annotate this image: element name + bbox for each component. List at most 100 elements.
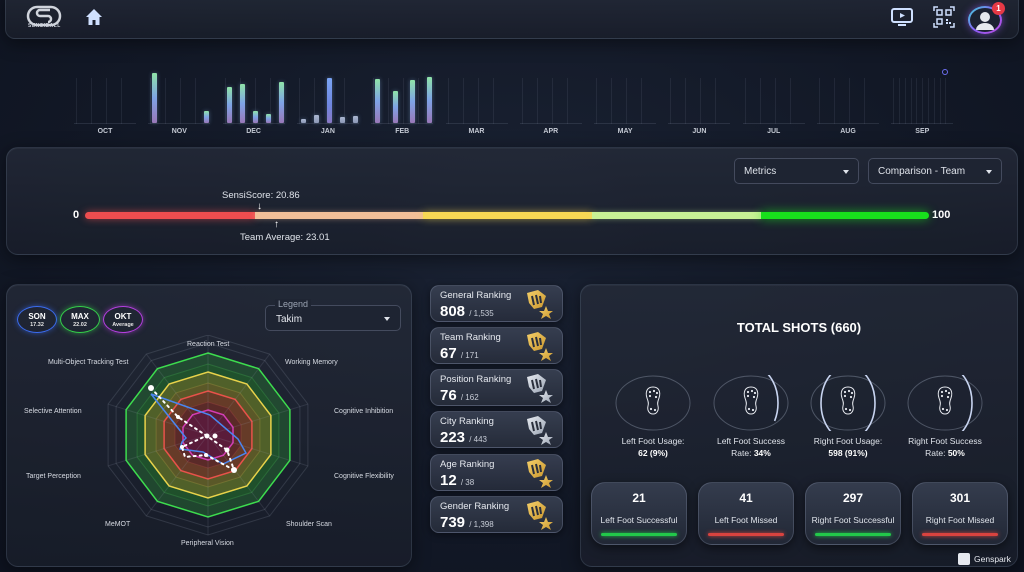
- shot-stat-indicator: [815, 533, 891, 536]
- ranking-total: / 443: [469, 435, 487, 444]
- activity-bar[interactable]: [204, 111, 210, 123]
- legend-select[interactable]: Legend Takim: [265, 299, 401, 331]
- activity-bar[interactable]: [352, 116, 358, 123]
- grid-line: [477, 78, 479, 124]
- grid-line: [933, 78, 935, 124]
- month-column-apr[interactable]: APR: [519, 72, 582, 135]
- gold-medal-icon: [527, 332, 553, 361]
- activity-bar[interactable]: [226, 87, 232, 123]
- sensiscore-label: SensiScore: 20.86: [222, 190, 300, 201]
- activity-bar[interactable]: [375, 79, 381, 123]
- month-column-aug[interactable]: AUG: [817, 72, 879, 135]
- month-column-may[interactable]: MAY: [594, 72, 657, 135]
- activity-bar[interactable]: [252, 111, 258, 123]
- activity-bar[interactable]: [152, 73, 158, 123]
- activity-bar[interactable]: [392, 91, 398, 123]
- foot-progress-ring: [615, 375, 691, 431]
- top-bar: SENSIBALL: [5, 0, 1019, 39]
- radar-chart: [107, 335, 309, 536]
- month-column-mar[interactable]: MAR: [445, 72, 508, 135]
- grid-line: [922, 78, 924, 124]
- ranking-rank: 67: [440, 345, 457, 362]
- activity-bar[interactable]: [313, 115, 319, 123]
- radar-axis-label: Shoulder Scan: [286, 521, 332, 528]
- ranking-value: 12 / 38: [440, 472, 474, 489]
- shoe-sole-icon: [840, 386, 856, 415]
- month-label: JAN: [320, 128, 335, 135]
- month-column-jun[interactable]: JUN: [668, 72, 731, 135]
- foot-stat-prefix: Rate:: [925, 448, 948, 458]
- radar-axis-label: Selective Attention: [24, 408, 82, 415]
- ranking-total: / 171: [460, 351, 479, 360]
- comparison-select[interactable]: Comparison - Team: [868, 158, 1002, 184]
- grid-line: [700, 78, 702, 124]
- activity-bar[interactable]: [427, 77, 433, 123]
- grid-line: [106, 78, 107, 124]
- baseline: [817, 123, 879, 124]
- ranking-title: Age Ranking: [440, 459, 495, 470]
- month-label: DEC: [246, 128, 261, 135]
- activity-bar[interactable]: [300, 119, 306, 123]
- score-segment-red: [85, 212, 256, 219]
- shot-stat-indicator: [601, 533, 677, 536]
- activity-bar[interactable]: [339, 117, 345, 123]
- grid-line: [899, 78, 901, 124]
- pill-okt[interactable]: OKT Average: [103, 306, 143, 333]
- ranking-card[interactable]: Age Ranking 12 / 38: [430, 454, 563, 491]
- pill-son[interactable]: SON 17.32: [17, 306, 57, 333]
- activity-bar[interactable]: [265, 114, 271, 123]
- grid-line: [76, 78, 77, 124]
- month-column-dec[interactable]: DEC: [222, 72, 285, 135]
- ranking-card[interactable]: Position Ranking 76 / 162: [430, 369, 563, 406]
- grid-line: [916, 78, 918, 124]
- home-icon[interactable]: [84, 7, 104, 27]
- shot-stat-label: Right Foot Successful: [811, 515, 895, 525]
- ranking-total: / 162: [460, 393, 479, 402]
- activity-bar[interactable]: [278, 82, 284, 123]
- month-column-feb[interactable]: FEB: [371, 72, 434, 135]
- activity-bar[interactable]: [239, 84, 245, 123]
- month-column-nov[interactable]: NOV: [148, 72, 211, 135]
- month-column-jul[interactable]: JUL: [742, 72, 805, 135]
- video-icon[interactable]: [890, 5, 914, 29]
- foot-stat-label: Right Foot Usage: 598 (91%): [793, 435, 903, 459]
- grid-line: [521, 78, 523, 124]
- qr-code-icon[interactable]: [932, 5, 956, 29]
- score-segment-peach: [255, 212, 424, 219]
- grid-line: [91, 78, 92, 124]
- foot-stat-label: Left Foot Success Rate: 34%: [696, 435, 806, 459]
- grid-line: [224, 78, 226, 124]
- shoe-sole-icon: [743, 386, 759, 415]
- ranking-card[interactable]: City Ranking 223 / 443: [430, 411, 563, 448]
- shot-stat-value: 301: [949, 491, 971, 505]
- ranking-card[interactable]: Team Ranking 67 / 171: [430, 327, 563, 364]
- baseline: [74, 123, 136, 124]
- ranking-card[interactable]: Gender Ranking 739 / 1,398: [430, 496, 563, 533]
- score-segment-yellow: [423, 212, 593, 219]
- baseline: [594, 123, 657, 124]
- baseline: [222, 123, 285, 124]
- profile-avatar-button[interactable]: [968, 6, 1002, 34]
- grid-line: [551, 78, 553, 124]
- radar-axis-label: Multi-Object Tracking Test: [48, 359, 129, 366]
- shot-stat-card[interactable]: 21 Left Foot Successful: [591, 482, 687, 545]
- grid-line: [165, 78, 167, 124]
- ranking-card[interactable]: General Ranking 808 / 1,535: [430, 285, 563, 322]
- month-column-sep[interactable]: SEP: [891, 72, 954, 135]
- month-label: NOV: [171, 128, 187, 135]
- notification-badge: 1: [992, 2, 1005, 15]
- foot-stat-value: 598 (91%): [828, 448, 868, 458]
- month-column-jan[interactable]: JAN: [296, 72, 359, 135]
- ranking-rank: 739: [440, 514, 466, 531]
- metrics-select[interactable]: Metrics: [734, 158, 859, 184]
- activity-bar[interactable]: [409, 80, 415, 123]
- shot-stat-card[interactable]: 301 Right Foot Missed: [912, 482, 1008, 545]
- shot-stat-card[interactable]: 41 Left Foot Missed: [698, 482, 794, 545]
- shot-stat-card[interactable]: 297 Right Foot Successful: [805, 482, 901, 545]
- foot-stat-title: Right Foot Usage:: [813, 436, 883, 446]
- month-column-oct[interactable]: OCT: [74, 72, 136, 135]
- activity-bar[interactable]: [326, 78, 332, 123]
- pill-max[interactable]: MAX 22.02: [60, 306, 100, 333]
- sensiball-logo-icon[interactable]: [26, 5, 66, 31]
- baseline: [445, 123, 508, 124]
